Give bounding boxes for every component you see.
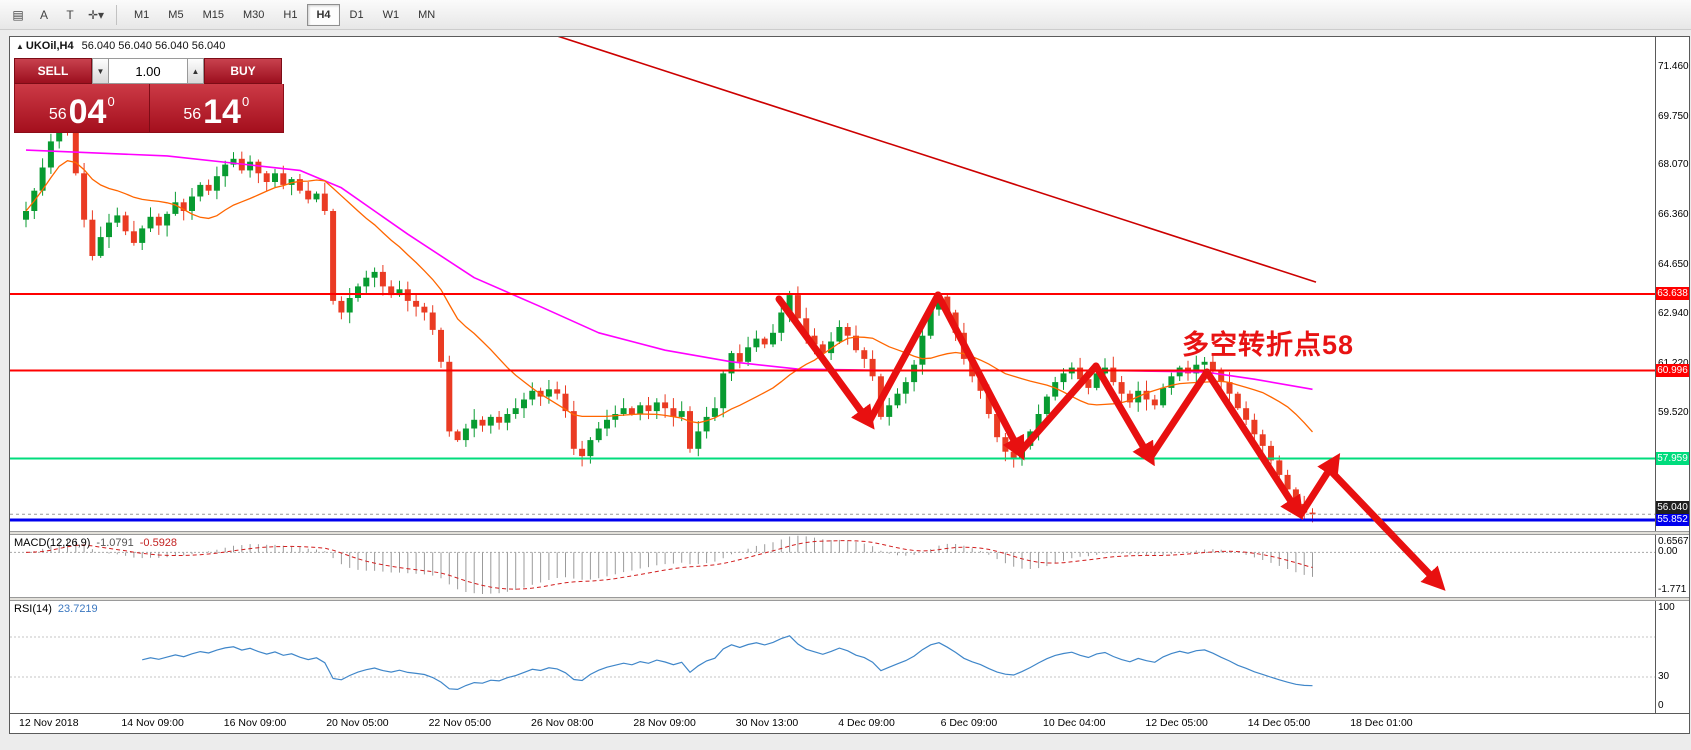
buy-button[interactable]: BUY [204,58,282,84]
timeframe-button-d1[interactable]: D1 [349,8,364,21]
price-axis-label: 68.070 [1658,159,1689,171]
macd-label: MACD(12,26,9) -1.0791 -0.5928 [14,537,177,549]
time-axis-label: 10 Dec 04:00 [1043,717,1106,729]
time-axis-label: 30 Nov 13:00 [735,717,799,729]
timeframe-button-m1[interactable]: M1 [134,8,150,21]
bid-price-tag: 56.040 [1656,501,1689,515]
price-axis-label: 71.460 [1658,61,1689,73]
macd-axis-label: 0.00 [1658,546,1678,558]
toolbar-separator [116,4,117,25]
time-axis-label: 6 Dec 09:00 [940,717,998,729]
timeframe-button-m30[interactable]: M30 [242,8,265,21]
trade-controls-row: SELL ▼ ▲ BUY [14,58,284,84]
bid-point: 0 [107,94,115,109]
bid-whole: 56 [48,106,67,123]
bid-price-display[interactable]: 56 04 0 [15,84,149,132]
rsi-line [142,635,1313,691]
bid-pips: 04 [68,93,107,132]
descending-trendline [557,37,1317,283]
volume-dropdown-icon[interactable]: ▼ [92,58,109,84]
chart-window: 71.460 69.750 68.070 66.360 64.650 62.940 61.2… [9,36,1690,734]
arrow-tool-icon[interactable]: A [39,7,48,22]
time-axis[interactable]: 12 Nov 2018 14 Nov 09:00 16 Nov 09:00 20 No… [10,713,1689,733]
macd-panel: 0.6567 0.00 -1.771 MACD(12,26,9) -1.0791 -0.… [10,535,1689,597]
drawing-tools-icon[interactable]: ✛▾ [87,7,105,22]
chinese-annotation: 多空转折点58 [1182,330,1355,360]
macd-signal-value: -0.5928 [139,537,178,549]
price-level-tag: 63.638 [1656,287,1689,301]
text-tool-icon[interactable]: T [66,7,74,22]
timeframe-button-h4[interactable]: H4 [307,3,340,26]
toolbar: ▤ A T ✛▾ M1 M5 M15 M30 H1 H4 D1 W1 MN [0,0,1691,30]
macd-axis-label: -1.771 [1658,584,1687,595]
timeframe-button-h1[interactable]: H1 [283,8,298,21]
time-axis-label: 18 Dec 01:00 [1350,717,1413,729]
time-axis-label: 20 Nov 05:00 [326,717,389,729]
ask-whole: 56 [183,106,202,123]
timeframe-button-m5[interactable]: M5 [168,8,184,21]
macd-main-value: -1.0791 [96,537,134,549]
panel-splitter[interactable] [10,597,1689,601]
ohlc-values: 56.040 56.040 56.040 56.040 [81,40,226,52]
time-axis-label: 26 Nov 08:00 [531,717,594,729]
time-axis-label: 16 Nov 09:00 [223,717,287,729]
quote-divider [148,84,150,132]
symbol-title: UKOil,H4 [25,40,74,52]
macd-axis-label: 0.6567 [1658,536,1689,547]
rsi-value: 23.7219 [57,603,98,615]
price-level-tag: 55.852 [1656,513,1689,527]
annotation-tools-group: ▤ A T ✛▾ [6,4,108,26]
ask-pips: 14 [203,93,241,132]
price-axis-label: 61.220 [1658,358,1689,369]
ask-point: 0 [241,94,250,109]
time-axis-label: 12 Dec 05:00 [1145,717,1208,729]
price-axis-main[interactable]: 71.460 69.750 68.070 66.360 64.650 62.940 61.2… [1655,37,1689,531]
rsi-plot[interactable] [10,601,1655,713]
candles [23,112,1316,523]
timeframe-button-m15[interactable]: M15 [202,8,224,21]
rsi-name: RSI(14) [14,603,52,615]
price-axis-label: 69.750 [1658,110,1689,122]
macd-plot[interactable] [10,535,1655,597]
rsi-axis-label: 100 [1658,602,1675,613]
main-chart-panel: 71.460 69.750 68.070 66.360 64.650 62.940 61.2… [10,37,1689,531]
time-axis-label: 12 Nov 2018 [19,717,79,729]
ask-price-display[interactable]: 56 14 0 [150,84,284,132]
chart-shift-marker-icon: ▲ [16,42,24,51]
price-axis-label: 64.650 [1658,258,1689,270]
rsi-panel: 100 30 0 RSI(14) 23.7219 [10,601,1689,713]
price-axis-label: 66.360 [1658,209,1689,221]
macd-name: MACD(12,26,9) [14,537,91,549]
rsi-axis[interactable]: 100 30 0 [1655,601,1689,713]
macd-histogram [33,535,1313,594]
time-axis-label: 14 Nov 09:00 [121,717,184,729]
time-axis-label: 4 Dec 09:00 [838,717,895,729]
price-axis-label: 62.940 [1658,308,1689,320]
time-axis-label: 14 Dec 05:00 [1247,717,1311,729]
macd-signal-line [25,540,1313,590]
time-axis-label: 28 Nov 09:00 [633,717,696,729]
rsi-axis-label: 30 [1658,671,1670,682]
quote-display: 56 04 0 56 14 0 [14,84,284,133]
price-level-tag: 60.996 [1656,364,1689,378]
panel-splitter[interactable] [10,531,1689,535]
volume-stepper-icon[interactable]: ▲ [187,58,204,84]
time-axis-label: 22 Nov 05:00 [428,717,492,729]
volume-input[interactable] [109,58,187,84]
timeframe-button-mn[interactable]: MN [418,8,436,21]
timeframe-group: M1 M5 M15 M30 H1 H4 D1 W1 MN [125,3,444,26]
rsi-label: RSI(14) 23.7219 [14,603,98,615]
price-axis-label: 59.520 [1658,407,1689,419]
sell-button[interactable]: SELL [14,58,92,84]
rsi-axis-label: 0 [1658,700,1664,711]
macd-axis[interactable]: 0.6567 0.00 -1.771 [1655,535,1689,597]
timeframe-button-w1[interactable]: W1 [382,8,400,21]
tick-grid-icon[interactable]: ▤ [12,7,24,22]
symbol-info: ▲ UKOil,H4 56.040 56.040 56.040 56.040 [16,40,225,52]
price-level-tag: 57.959 [1656,452,1689,466]
